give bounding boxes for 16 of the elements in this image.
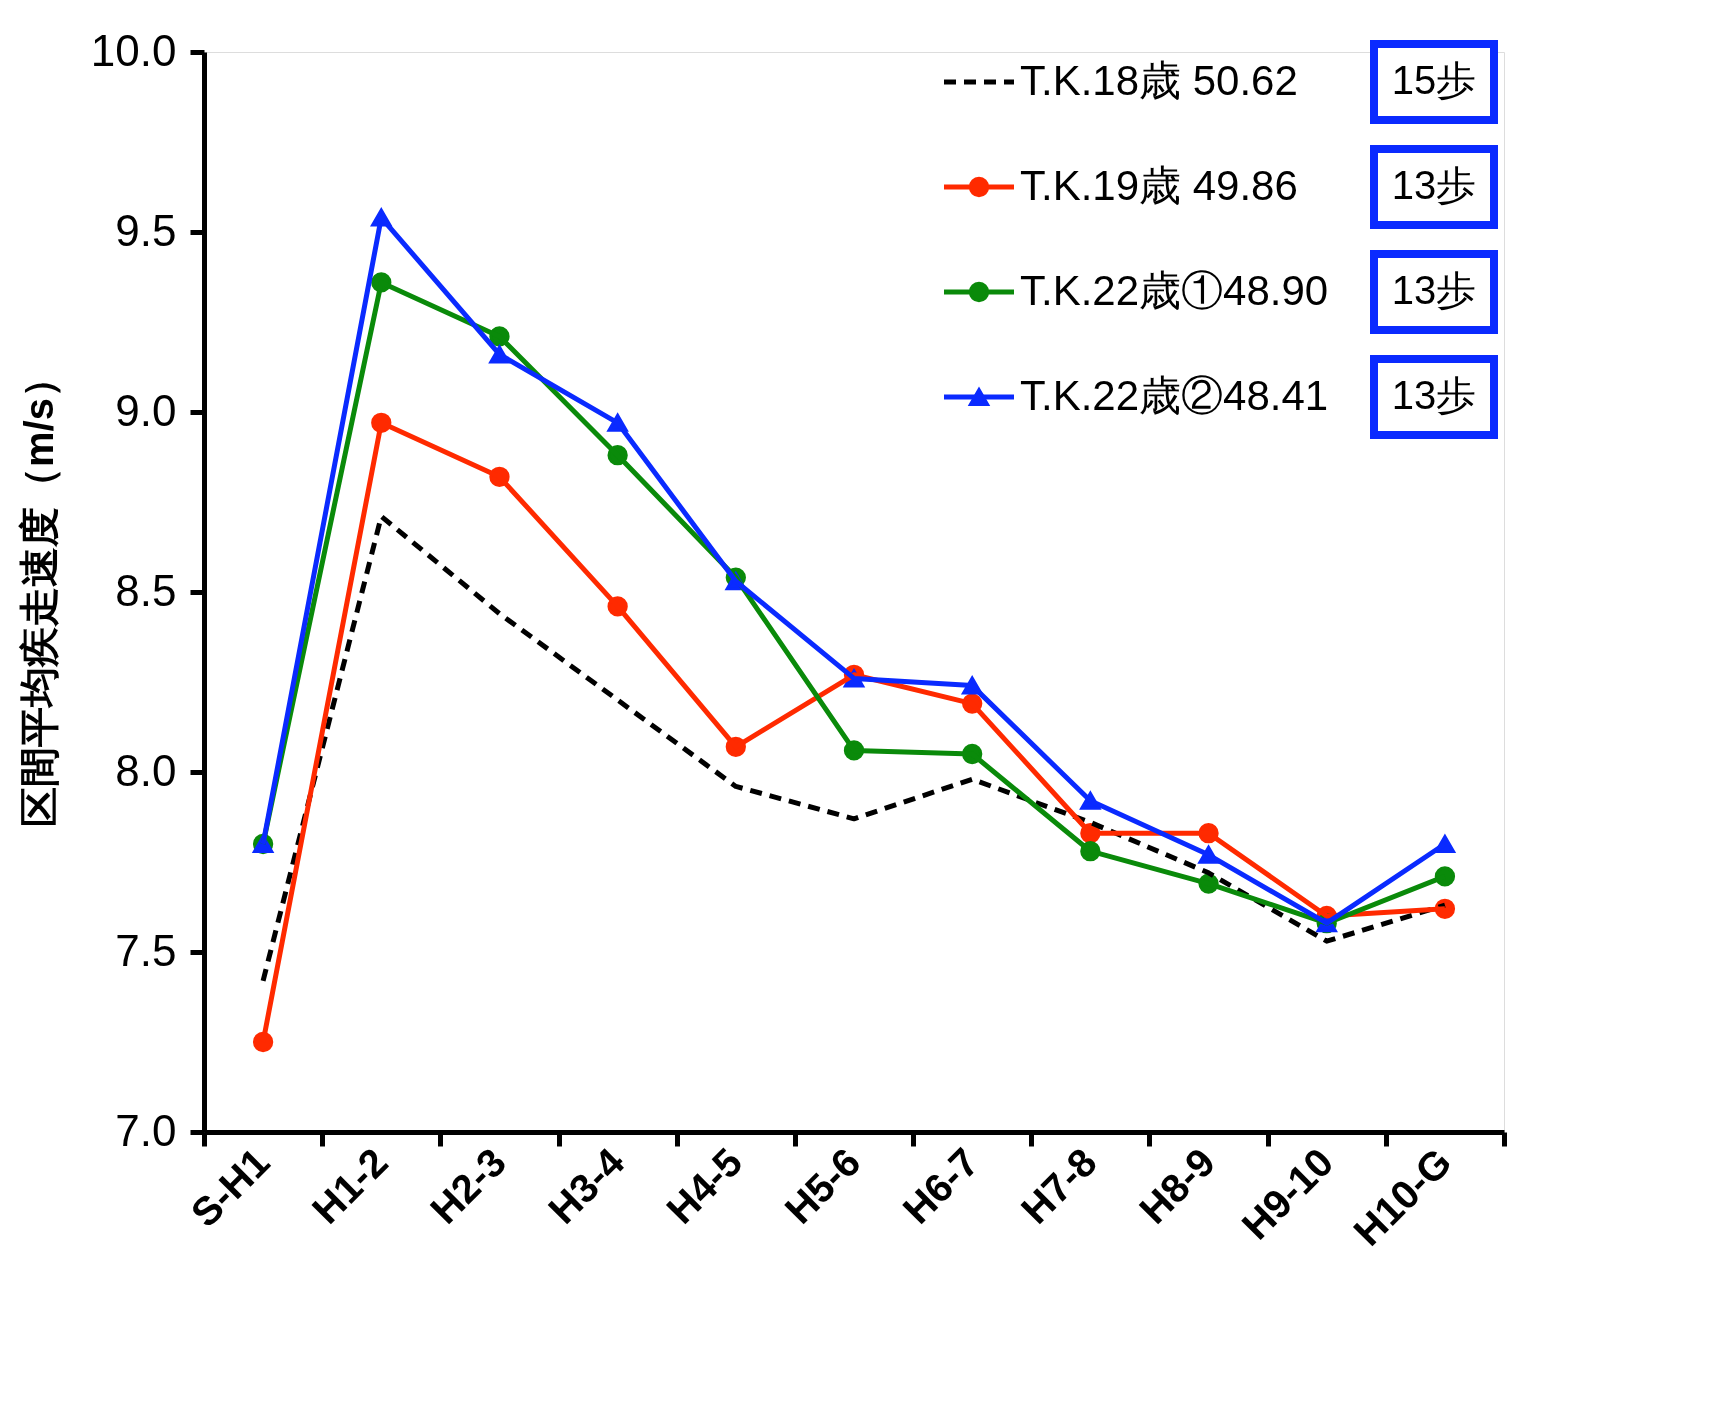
y-tick-label: 8.0 [115, 745, 177, 795]
annotation: 13歩 [1391, 373, 1477, 417]
legend-label: T.K.19歳 49.86 [1020, 162, 1298, 209]
y-tick-label: 8.5 [115, 565, 177, 615]
y-tick-label: 10.0 [90, 25, 177, 75]
y-tick-label: 7.5 [115, 925, 177, 975]
y-tick-label: 7.0 [115, 1105, 177, 1155]
annotation: 15歩 [1391, 58, 1477, 102]
y-axis-title: 区間平均疾走速度（m/s） [16, 358, 61, 827]
y-tick-label: 9.5 [115, 205, 177, 255]
annotation: 13歩 [1391, 268, 1477, 312]
legend-label: T.K.22歳①48.90 [1020, 267, 1329, 314]
annotation: 13歩 [1391, 163, 1477, 207]
legend-label: T.K.18歳 50.62 [1020, 57, 1298, 104]
y-tick-label: 9.0 [115, 385, 177, 435]
legend-label: T.K.22歳②48.41 [1020, 372, 1329, 419]
